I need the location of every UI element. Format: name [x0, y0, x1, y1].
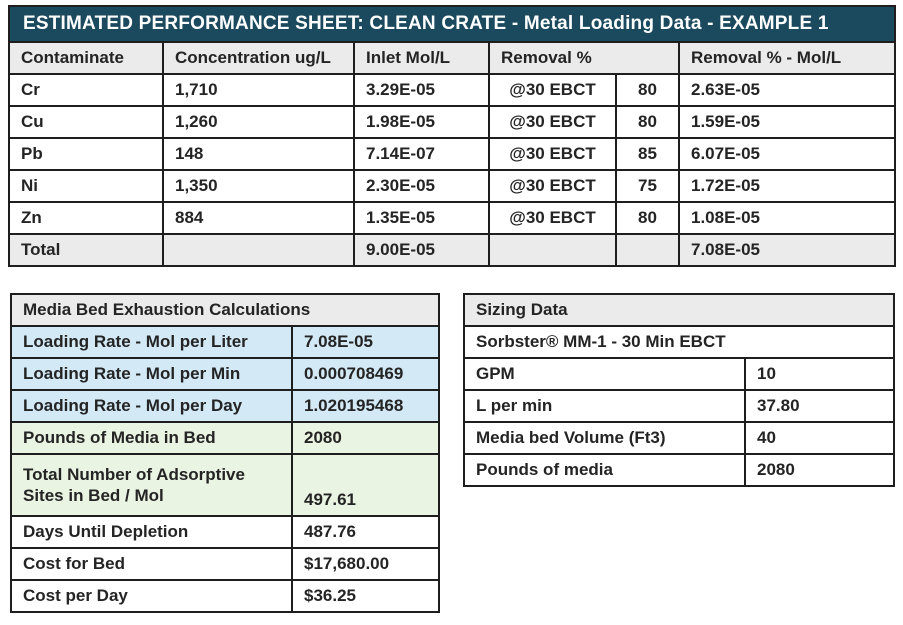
total-label: Total [8, 233, 164, 267]
cell-removal-mol: 1.72E-05 [677, 169, 897, 203]
cell-concentration: 148 [162, 137, 355, 171]
col-header-concentration: Concentration ug/L [162, 41, 355, 75]
table-row-zn: Zn 884 1.35E-05 @30 EBCT 80 1.08E-05 [8, 201, 897, 235]
col-header-removal-pct: Removal % [488, 41, 680, 75]
cell-removal-pct: 80 [615, 73, 680, 107]
row-value: 10 [744, 357, 895, 391]
row-value: 2080 [290, 421, 441, 455]
row-value: $36.25 [290, 579, 441, 613]
sheet-title: ESTIMATED PERFORMANCE SHEET: CLEAN CRATE… [7, 5, 897, 43]
row-value: 40 [744, 421, 895, 455]
table-row: GPM 10 [463, 357, 895, 391]
cell-removal-mol: 1.59E-05 [677, 105, 897, 139]
cell-ebct: @30 EBCT [488, 105, 617, 139]
media-bed-exhaustion-table: Media Bed Exhaustion Calculations Loadin… [9, 293, 441, 613]
table-row-cu: Cu 1,260 1.98E-05 @30 EBCT 80 1.59E-05 [8, 105, 897, 139]
row-value: 0.000708469 [290, 357, 441, 391]
cell-inlet-mol: 1.98E-05 [353, 105, 490, 139]
row-label: GPM [463, 357, 746, 391]
row-label: Pounds of media [463, 453, 746, 487]
cell-contaminate: Cu [8, 105, 164, 139]
col-header-inlet-mol: Inlet Mol/L [353, 41, 490, 75]
cell-removal-mol: 6.07E-05 [677, 137, 897, 171]
table-row: Total Number of Adsorptive Sites in Bed … [10, 453, 441, 517]
row-label: Total Number of Adsorptive Sites in Bed … [10, 453, 293, 517]
total-concentration-empty [162, 233, 355, 267]
cell-removal-pct: 75 [615, 169, 680, 203]
row-label: L per min [463, 389, 746, 423]
cell-inlet-mol: 1.35E-05 [353, 201, 490, 235]
table-row: Media bed Volume (Ft3) 40 [463, 421, 895, 455]
cell-ebct: @30 EBCT [488, 169, 617, 203]
cell-removal-pct: 85 [615, 137, 680, 171]
row-value: 37.80 [744, 389, 895, 423]
col-header-removal-mol: Removal % - Mol/L [677, 41, 897, 75]
cell-removal-pct: 80 [615, 105, 680, 139]
total-removal-mol: 7.08E-05 [677, 233, 897, 267]
total-ebct-empty [488, 233, 617, 267]
row-value: 7.08E-05 [290, 325, 441, 359]
row-label: Loading Rate - Mol per Min [10, 357, 293, 391]
table-row-ni: Ni 1,350 2.30E-05 @30 EBCT 75 1.72E-05 [8, 169, 897, 203]
table-row: Cost for Bed $17,680.00 [10, 547, 441, 581]
col-header-contaminate: Contaminate [8, 41, 164, 75]
metal-loading-table: ESTIMATED PERFORMANCE SHEET: CLEAN CRATE… [7, 5, 897, 267]
cell-contaminate: Zn [8, 201, 164, 235]
row-label: Media bed Volume (Ft3) [463, 421, 746, 455]
row-label: Cost per Day [10, 579, 293, 613]
sizing-subtitle: Sorbster® MM-1 - 30 Min EBCT [463, 325, 895, 359]
cell-removal-pct: 80 [615, 201, 680, 235]
cell-concentration: 1,350 [162, 169, 355, 203]
row-label: Loading Rate - Mol per Day [10, 389, 293, 423]
row-value: $17,680.00 [290, 547, 441, 581]
table-row-cr: Cr 1,710 3.29E-05 @30 EBCT 80 2.63E-05 [8, 73, 897, 107]
cell-concentration: 1,260 [162, 105, 355, 139]
cell-removal-mol: 1.08E-05 [677, 201, 897, 235]
cell-contaminate: Pb [8, 137, 164, 171]
row-value: 1.020195468 [290, 389, 441, 423]
cell-contaminate: Ni [8, 169, 164, 203]
cell-ebct: @30 EBCT [488, 73, 617, 107]
total-inlet-mol: 9.00E-05 [353, 233, 490, 267]
row-value: 2080 [744, 453, 895, 487]
table-row-pb: Pb 148 7.14E-07 @30 EBCT 85 6.07E-05 [8, 137, 897, 171]
table-row: Sorbster® MM-1 - 30 Min EBCT [463, 325, 895, 359]
sizing-table-title: Sizing Data [463, 293, 895, 327]
cell-ebct: @30 EBCT [488, 137, 617, 171]
table-row: Loading Rate - Mol per Day 1.020195468 [10, 389, 441, 423]
cell-concentration: 1,710 [162, 73, 355, 107]
cell-concentration: 884 [162, 201, 355, 235]
row-label: Pounds of Media in Bed [10, 421, 293, 455]
row-value: 497.61 [290, 453, 441, 517]
cell-ebct: @30 EBCT [488, 201, 617, 235]
table-row: Pounds of media 2080 [463, 453, 895, 487]
row-label: Days Until Depletion [10, 515, 293, 549]
cell-contaminate: Cr [8, 73, 164, 107]
table-row-total: Total 9.00E-05 7.08E-05 [8, 233, 897, 267]
total-pct-empty [615, 233, 680, 267]
cell-inlet-mol: 2.30E-05 [353, 169, 490, 203]
cell-removal-mol: 2.63E-05 [677, 73, 897, 107]
table-row: Pounds of Media in Bed 2080 [10, 421, 441, 455]
row-label: Loading Rate - Mol per Liter [10, 325, 293, 359]
sizing-data-table: Sizing Data Sorbster® MM-1 - 30 Min EBCT… [463, 293, 895, 487]
media-table-title: Media Bed Exhaustion Calculations [9, 293, 441, 327]
table-row: Loading Rate - Mol per Min 0.000708469 [10, 357, 441, 391]
cell-inlet-mol: 7.14E-07 [353, 137, 490, 171]
table-row: L per min 37.80 [463, 389, 895, 423]
row-value: 487.76 [290, 515, 441, 549]
row-label: Cost for Bed [10, 547, 293, 581]
table-row: Days Until Depletion 487.76 [10, 515, 441, 549]
cell-inlet-mol: 3.29E-05 [353, 73, 490, 107]
table-row: Loading Rate - Mol per Liter 7.08E-05 [10, 325, 441, 359]
table-row: Cost per Day $36.25 [10, 579, 441, 613]
